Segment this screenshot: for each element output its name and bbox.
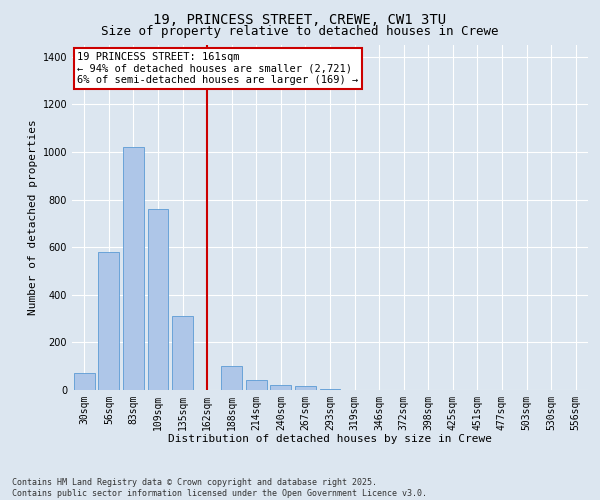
Bar xyxy=(172,316,193,390)
Text: Contains HM Land Registry data © Crown copyright and database right 2025.
Contai: Contains HM Land Registry data © Crown c… xyxy=(12,478,427,498)
Bar xyxy=(148,209,169,390)
X-axis label: Distribution of detached houses by size in Crewe: Distribution of detached houses by size … xyxy=(168,434,492,444)
Text: Size of property relative to detached houses in Crewe: Size of property relative to detached ho… xyxy=(101,25,499,38)
Y-axis label: Number of detached properties: Number of detached properties xyxy=(28,120,38,316)
Bar xyxy=(271,385,292,390)
Bar xyxy=(246,380,267,390)
Bar xyxy=(74,374,95,390)
Bar xyxy=(320,389,340,390)
Text: 19, PRINCESS STREET, CREWE, CW1 3TU: 19, PRINCESS STREET, CREWE, CW1 3TU xyxy=(154,12,446,26)
Bar xyxy=(295,386,316,390)
Bar xyxy=(98,252,119,390)
Bar xyxy=(123,148,144,390)
Text: 19 PRINCESS STREET: 161sqm
← 94% of detached houses are smaller (2,721)
6% of se: 19 PRINCESS STREET: 161sqm ← 94% of deta… xyxy=(77,52,358,85)
Bar xyxy=(221,366,242,390)
